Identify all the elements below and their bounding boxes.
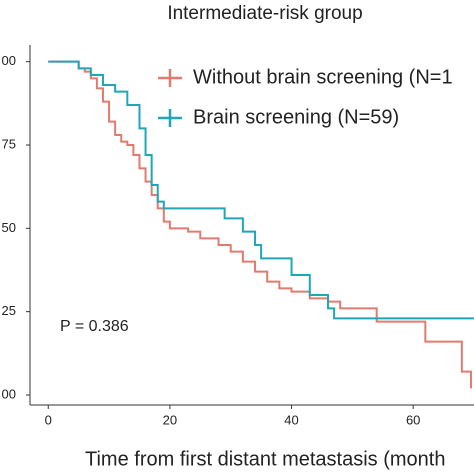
legend-symbol — [158, 109, 182, 127]
survival-curve — [48, 60, 474, 320]
x-tick-label: 60 — [406, 412, 420, 427]
legend-label: Brain screening (N=59) — [193, 106, 399, 128]
y-tick-label: 75 — [2, 136, 16, 151]
x-tick-label: 0 — [45, 412, 52, 427]
x-tick-label: 40 — [284, 412, 298, 427]
y-tick-label: 00 — [2, 53, 16, 68]
y-tick-label: 50 — [2, 220, 16, 235]
y-tick-label: 25 — [2, 303, 16, 318]
chart-title: Intermediate-risk group — [167, 3, 362, 24]
p-value: P = 0.386 — [60, 318, 129, 335]
legend-symbol — [158, 69, 182, 87]
x-tick-label: 20 — [163, 412, 177, 427]
y-tick-label: 00 — [2, 386, 16, 401]
legend-label: Without brain screening (N=1 — [193, 66, 453, 88]
x-axis-label: Time from first distant metastasis (mont… — [85, 448, 445, 470]
